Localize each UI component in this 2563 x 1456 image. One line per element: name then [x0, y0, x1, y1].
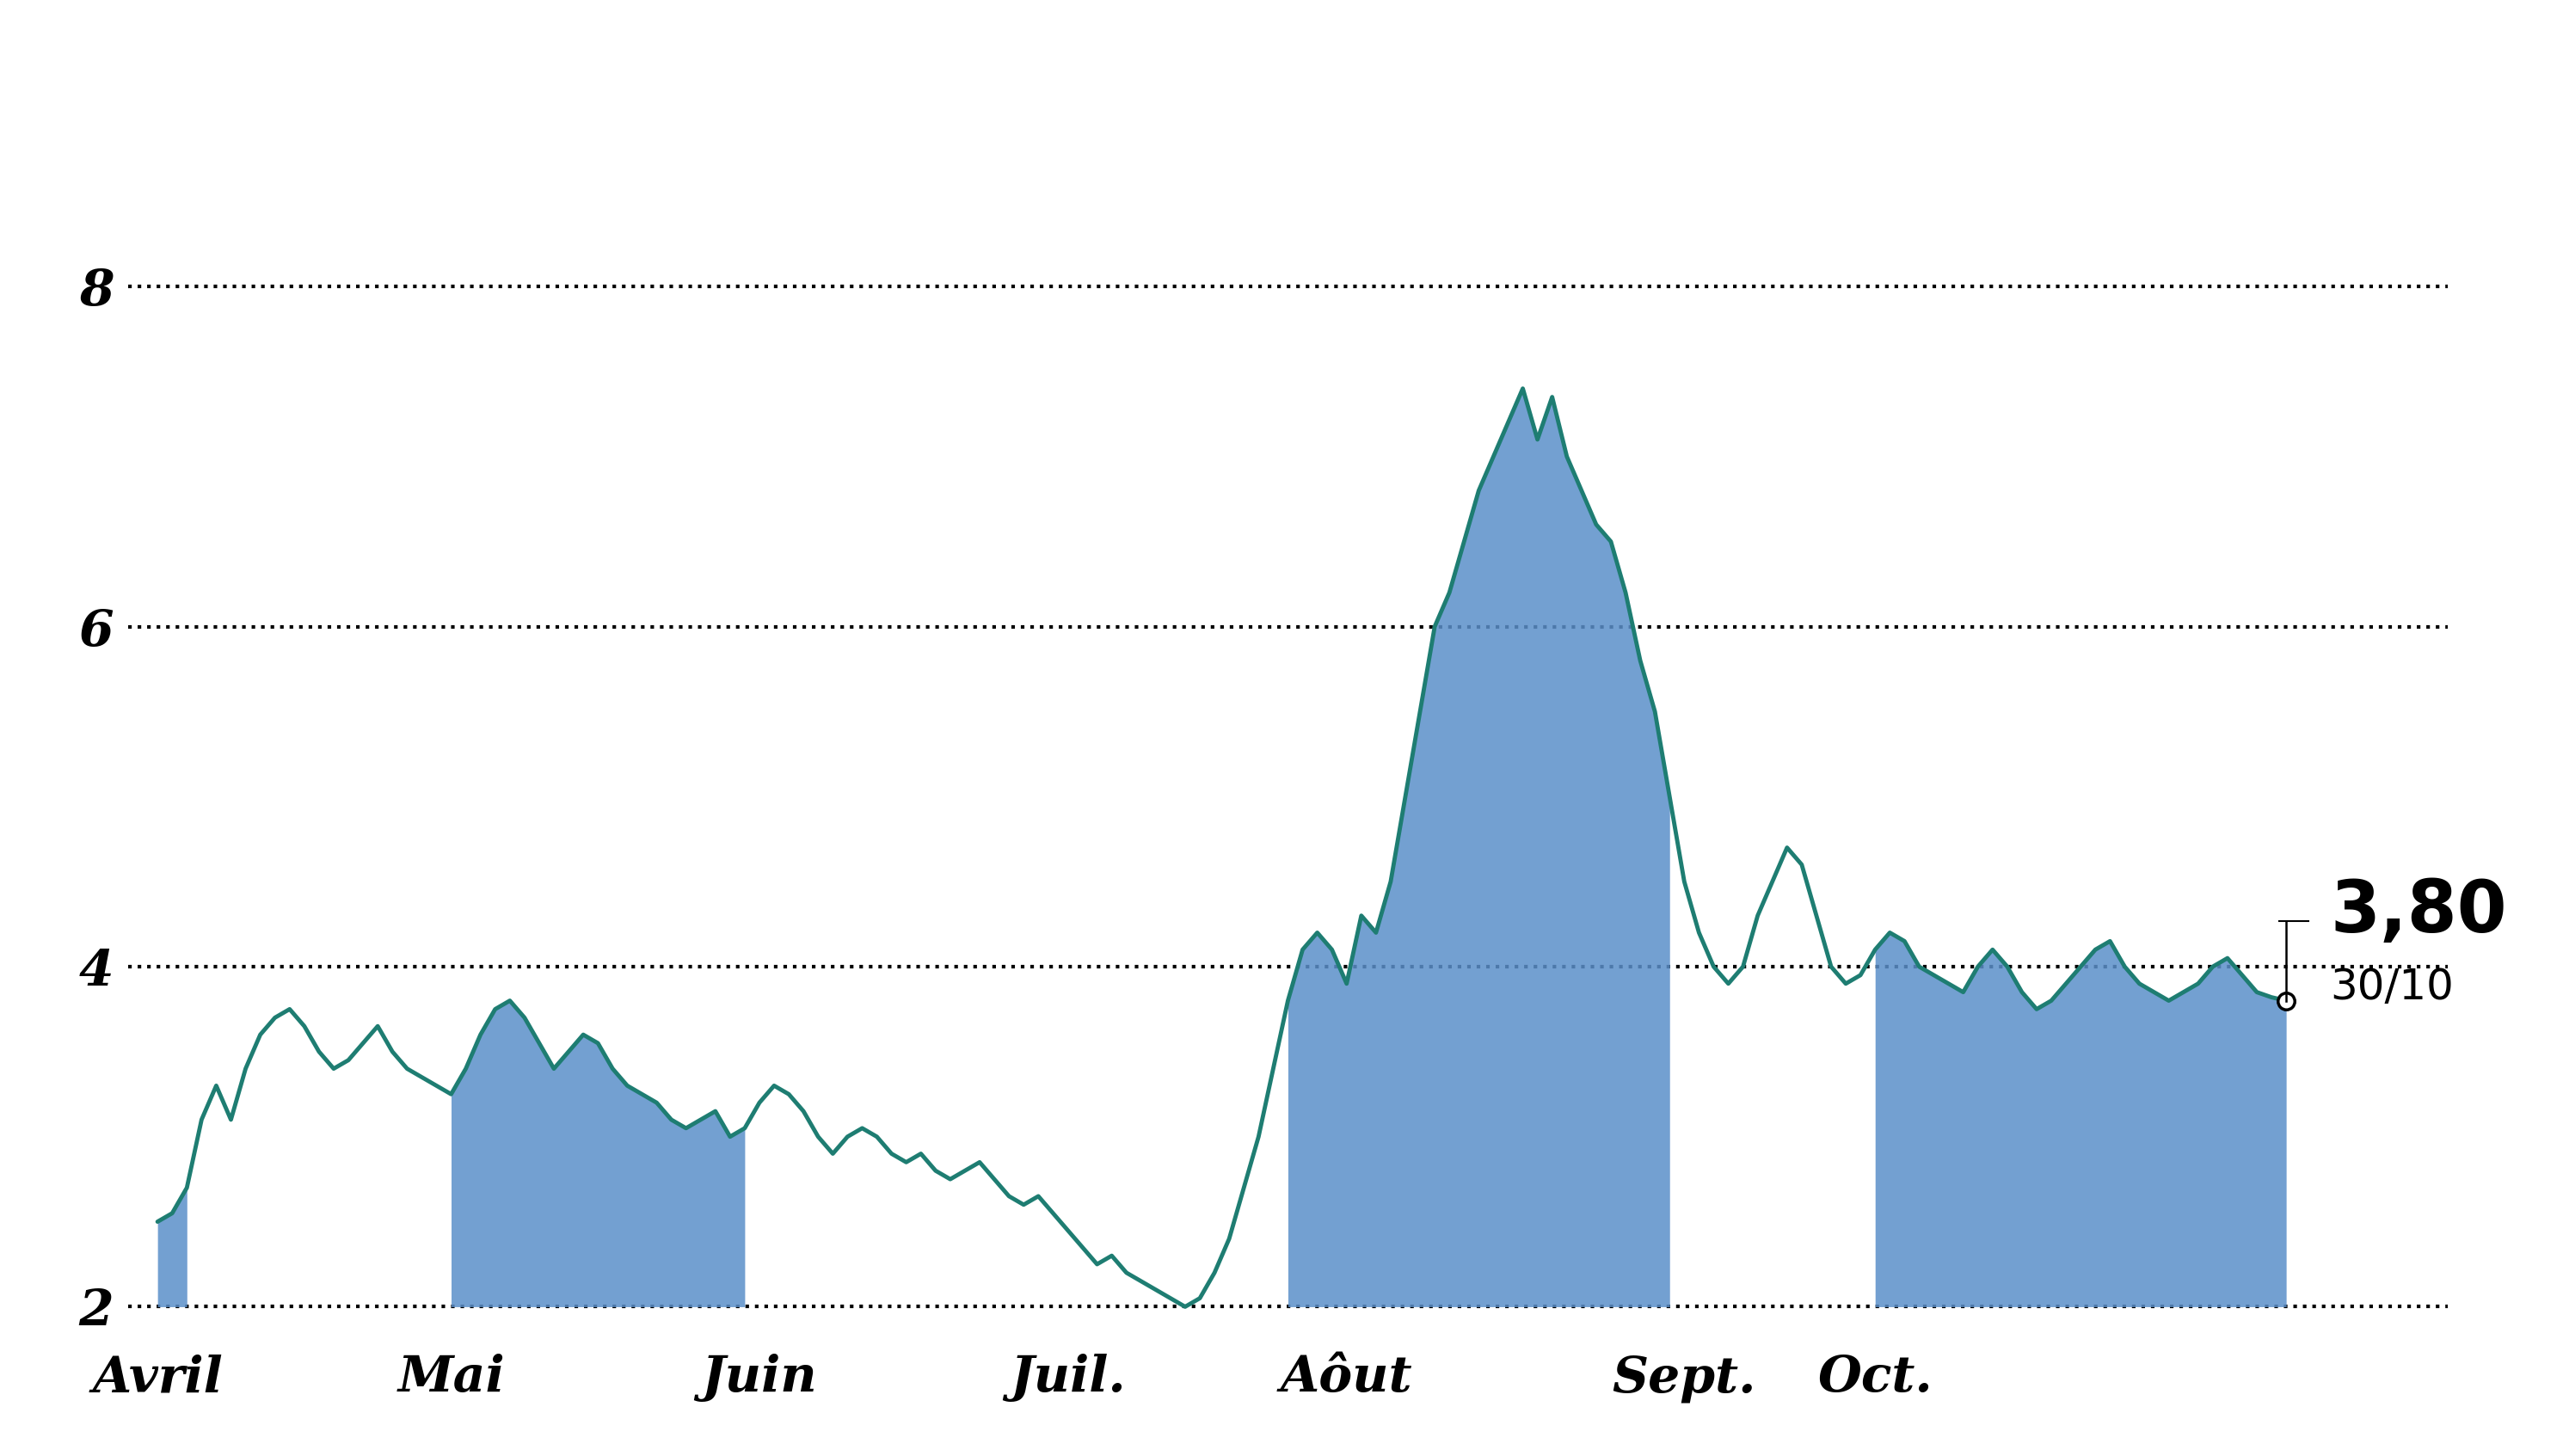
Text: 30/10: 30/10	[2330, 967, 2453, 1008]
Text: MEDIANTECHNOLOGIES: MEDIANTECHNOLOGIES	[574, 26, 1989, 131]
Text: 3,80: 3,80	[2330, 878, 2507, 946]
